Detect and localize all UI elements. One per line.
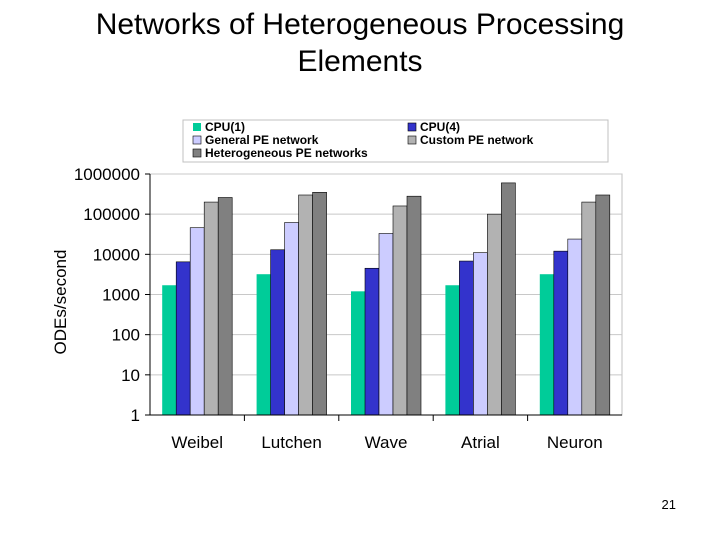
bar-custom-pe-network-neuron <box>581 201 597 416</box>
legend-swatch <box>192 135 202 145</box>
y-tick-label: 1000 <box>102 286 140 305</box>
x-tick-label: Weibel <box>171 433 223 452</box>
bar-heterogeneous-pe-networks-weibel <box>217 197 233 416</box>
legend-box <box>182 119 609 163</box>
y-axis-label: ODEs/second <box>51 250 70 355</box>
x-tick-label: Lutchen <box>261 433 322 452</box>
bar-cpu-4-wave <box>364 267 380 416</box>
legend-label: Custom PE network <box>420 133 534 147</box>
x-tick-label: Neuron <box>547 433 603 452</box>
y-tick-label: 10000 <box>93 245 140 264</box>
bar-general-pe-network-neuron <box>567 238 583 416</box>
bar-general-pe-network-weibel <box>189 227 205 416</box>
bar-heterogeneous-pe-networks-lutchen <box>312 192 327 416</box>
bar-general-pe-network-lutchen <box>284 222 299 416</box>
y-tick-label: 1000000 <box>74 165 140 184</box>
bar-heterogeneous-pe-networks-atrial <box>501 182 516 416</box>
bar-heterogeneous-pe-networks-neuron <box>595 194 611 416</box>
bar-cpu-4-weibel <box>175 261 191 416</box>
bars <box>162 182 611 416</box>
bar-custom-pe-network-wave <box>392 205 408 416</box>
legend-label: CPU(4) <box>420 120 460 134</box>
y-tick-label: 1 <box>131 406 140 425</box>
slide-title-line-1: Networks of Heterogeneous Processing <box>95 8 625 41</box>
legend-swatch <box>407 135 417 145</box>
legend-swatch <box>192 148 202 158</box>
bar-cpu-4-lutchen <box>270 249 285 416</box>
bar-general-pe-network-wave <box>378 233 394 416</box>
bar-cpu-4-neuron <box>553 250 569 416</box>
y-tick-label: 100000 <box>83 205 140 224</box>
bar-general-pe-network-atrial <box>473 252 488 416</box>
legend-label: General PE network <box>205 133 319 147</box>
axes: 1 10 100 1000 10000 100000 1000000 Weibel Lutche… <box>74 165 622 452</box>
bar-cpu-1-lutchen <box>256 274 271 415</box>
legend-label: Heterogeneous PE networks <box>205 146 368 160</box>
page-number: 21 <box>661 497 676 512</box>
bar-cpu-4-atrial <box>459 260 474 416</box>
bar-cpu-1-atrial <box>445 285 460 415</box>
legend-swatch <box>193 123 201 131</box>
y-tick-label: 10 <box>121 366 140 385</box>
slide-title-line-2: Elements <box>297 45 423 78</box>
legend-label: CPU(1) <box>205 120 245 134</box>
x-tick-label: Wave <box>365 433 408 452</box>
bar-cpu-1-wave <box>351 291 365 415</box>
legend-swatch <box>407 122 417 132</box>
x-tick-label: Atrial <box>461 433 500 452</box>
y-tick-label: 100 <box>112 326 140 345</box>
legend: CPU(1) CPU(4) General PE network Custom PE … <box>182 119 609 163</box>
bar-custom-pe-network-lutchen <box>298 194 313 416</box>
bar-custom-pe-network-weibel <box>203 201 219 416</box>
bar-custom-pe-network-atrial <box>487 213 502 416</box>
bar-heterogeneous-pe-networks-wave <box>406 195 422 416</box>
bar-cpu-1-neuron <box>539 274 554 415</box>
bar-cpu-1-weibel <box>162 285 177 415</box>
slide-title: Networks of Heterogeneous Processing Ele… <box>40 6 680 80</box>
